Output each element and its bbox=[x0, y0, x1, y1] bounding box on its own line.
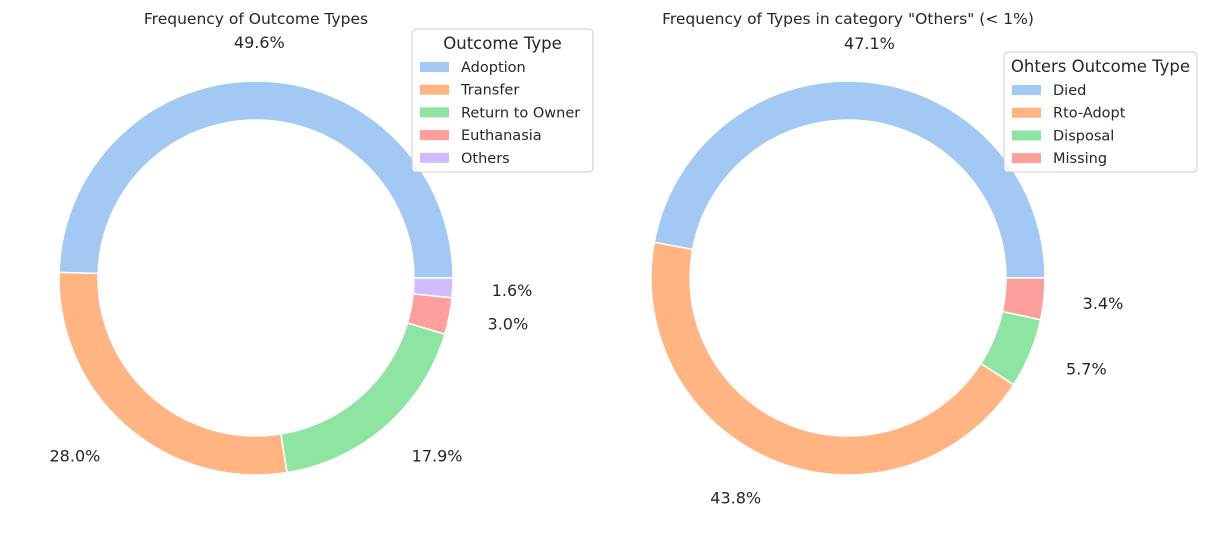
slice-others bbox=[412, 277, 454, 299]
slice-died bbox=[653, 80, 1046, 279]
legend-label: Euthanasia bbox=[461, 128, 542, 144]
value-label: 28.0% bbox=[50, 446, 101, 465]
value-label: 43.8% bbox=[710, 488, 761, 507]
legend-swatch bbox=[1012, 153, 1041, 164]
legend-label: Died bbox=[1053, 83, 1086, 99]
legend-label: Missing bbox=[1053, 151, 1107, 167]
legend-swatch bbox=[420, 130, 449, 141]
legend-label: Return to Owner bbox=[461, 105, 580, 121]
slice-rto-adopt bbox=[650, 241, 1015, 476]
legend-swatch bbox=[1012, 85, 1041, 95]
legend-swatch bbox=[1012, 107, 1041, 118]
value-labels: 49.6% 28.0% 17.9% 3.0% 1.6% bbox=[50, 33, 533, 465]
chart-others-types: Frequency of Types in category "Others" … bbox=[650, 10, 1198, 507]
value-label: 1.6% bbox=[492, 281, 533, 300]
value-label: 3.0% bbox=[488, 315, 529, 334]
legend-swatch bbox=[420, 107, 449, 118]
legend-label: Adoption bbox=[461, 60, 526, 76]
legend-title: Ohters Outcome Type bbox=[1011, 57, 1190, 76]
legend-title: Outcome Type bbox=[443, 34, 561, 53]
chart-outcome-types: Frequency of Outcome Types 49.6% 28.0% 17.… bbox=[50, 10, 594, 476]
legend-swatch bbox=[420, 62, 449, 72]
donut-slices bbox=[650, 80, 1046, 476]
legend-swatch bbox=[420, 84, 449, 95]
legend: Ohters Outcome Type Died Rto-Adopt Disposa… bbox=[1003, 51, 1198, 173]
slice-transfer bbox=[58, 271, 288, 476]
legend-swatch bbox=[1012, 130, 1041, 141]
donut-slices bbox=[58, 80, 454, 476]
value-label: 5.7% bbox=[1066, 359, 1107, 378]
legend-frame bbox=[411, 28, 594, 173]
legend-frame bbox=[1003, 51, 1198, 173]
legend-label: Rto-Adopt bbox=[1053, 106, 1126, 122]
legend-label: Disposal bbox=[1053, 128, 1114, 144]
legend-label: Transfer bbox=[460, 83, 519, 99]
value-label: 47.1% bbox=[844, 34, 895, 53]
legend-swatch bbox=[420, 152, 449, 163]
value-label: 17.9% bbox=[412, 446, 463, 465]
value-label: 3.4% bbox=[1083, 294, 1124, 313]
value-label: 49.6% bbox=[234, 33, 285, 52]
chart-title: Frequency of Outcome Types bbox=[144, 10, 368, 28]
legend-label: Others bbox=[461, 151, 510, 167]
chart-title: Frequency of Types in category "Others" … bbox=[662, 10, 1034, 28]
slice-missing bbox=[1001, 277, 1046, 321]
slice-adoption bbox=[58, 80, 454, 279]
value-labels: 47.1% 43.8% 5.7% 3.4% bbox=[710, 34, 1123, 507]
legend: Outcome Type Adoption Transfer Return to O… bbox=[411, 28, 594, 173]
